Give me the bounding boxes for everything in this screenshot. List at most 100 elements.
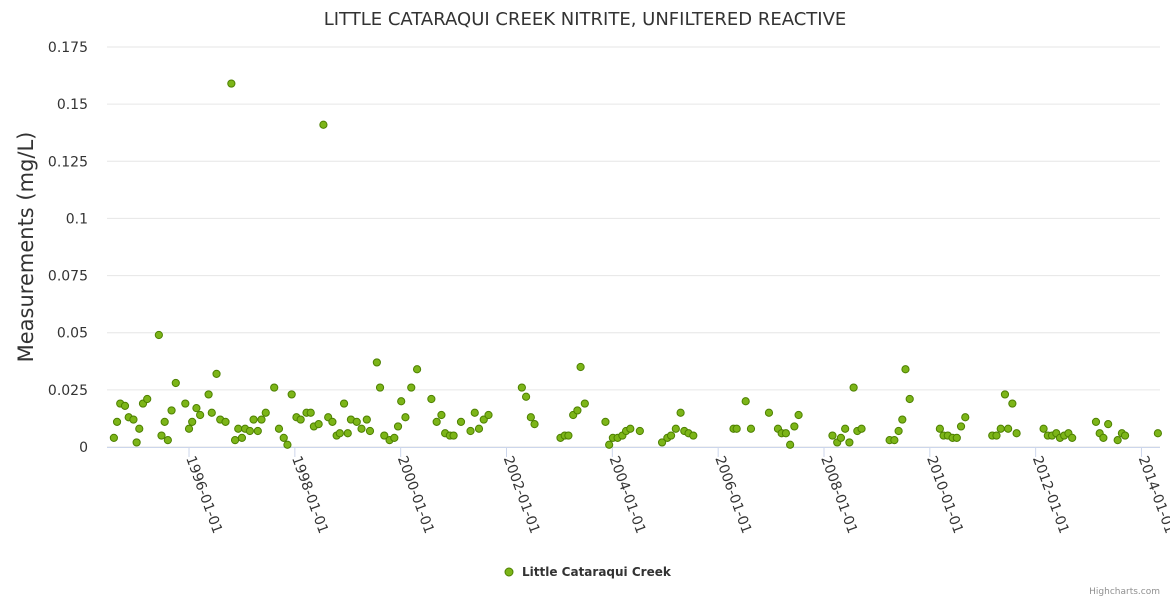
y-tick-label: 0.075	[48, 269, 88, 285]
data-point	[992, 431, 1001, 440]
data-point	[212, 369, 221, 378]
data-point	[357, 424, 366, 433]
data-point	[521, 392, 531, 401]
data-point	[171, 378, 180, 388]
data-point	[261, 408, 270, 417]
data-point	[635, 426, 644, 436]
data-point	[143, 394, 152, 404]
data-point	[397, 397, 406, 406]
data-point	[237, 433, 247, 442]
data-points	[109, 79, 1162, 449]
x-axis-ticks: 1996-01-01 1998-01-01 2000-01-01 2002-01-01…	[182, 447, 1170, 536]
data-point	[449, 431, 458, 440]
data-point	[828, 431, 837, 440]
data-point	[1091, 417, 1101, 426]
data-point	[573, 406, 582, 415]
credit-text[interactable]: Highcharts.com	[1089, 587, 1160, 597]
legend[interactable]: Little Cataraqui Creek	[504, 565, 672, 579]
data-point	[526, 413, 535, 422]
data-point	[407, 383, 416, 392]
y-tick-label: 0.125	[48, 154, 88, 170]
data-point	[901, 365, 910, 374]
y-axis-label: Measurements (mg/L)	[14, 132, 38, 363]
data-point	[245, 426, 254, 436]
data-point	[741, 397, 750, 406]
data-point	[192, 404, 201, 413]
data-point	[129, 415, 138, 424]
data-point	[283, 440, 292, 449]
data-point	[230, 436, 240, 445]
data-point	[335, 429, 344, 438]
y-tick-label: 0.175	[48, 40, 88, 56]
data-point	[274, 424, 284, 433]
data-point	[781, 429, 790, 438]
data-point	[935, 424, 944, 433]
data-point	[849, 383, 858, 392]
data-point	[732, 424, 741, 433]
data-point	[306, 408, 315, 417]
data-point	[365, 426, 375, 436]
y-tick-label: 0	[79, 440, 88, 456]
data-point	[794, 410, 803, 420]
data-point	[339, 399, 349, 408]
data-point	[996, 424, 1005, 433]
data-point	[961, 413, 970, 422]
data-point	[890, 436, 899, 445]
data-point	[287, 390, 296, 399]
chart-title: LITTLE CATARAQUI CREEK NITRITE, UNFILTER…	[324, 9, 847, 30]
data-point	[181, 399, 190, 408]
data-point	[1012, 429, 1021, 438]
data-point	[112, 417, 122, 426]
data-point	[1004, 424, 1013, 433]
data-point	[666, 431, 676, 440]
data-point	[257, 415, 266, 424]
data-point	[746, 424, 756, 433]
data-point	[401, 413, 410, 422]
data-point	[905, 394, 914, 404]
data-point	[484, 410, 493, 420]
data-point	[167, 406, 176, 415]
legend-marker	[504, 567, 514, 577]
data-point	[157, 431, 166, 440]
x-tick-label: 2006-01-01	[711, 454, 754, 536]
data-point	[362, 415, 371, 424]
gridlines	[107, 46, 1160, 448]
data-point	[517, 383, 526, 392]
data-point	[841, 424, 850, 433]
data-point	[227, 79, 236, 88]
data-point	[234, 424, 243, 433]
data-point	[456, 417, 466, 426]
data-point	[786, 440, 795, 449]
data-point	[207, 408, 216, 417]
data-point	[1153, 429, 1162, 438]
data-point	[671, 424, 680, 433]
y-tick-label: 0.05	[57, 326, 88, 342]
x-tick-label: 2010-01-01	[923, 454, 966, 536]
data-point	[380, 431, 389, 440]
y-tick-label: 0.1	[66, 211, 88, 227]
data-point	[1120, 431, 1130, 440]
data-point	[163, 436, 172, 445]
data-point	[372, 358, 381, 367]
data-point	[1068, 433, 1077, 442]
data-point	[160, 417, 169, 426]
data-point	[790, 422, 799, 431]
data-point	[427, 394, 436, 404]
data-point	[253, 426, 262, 436]
data-point	[204, 390, 213, 399]
data-point	[132, 438, 141, 447]
data-point	[437, 410, 446, 420]
data-point	[120, 401, 130, 410]
data-point	[689, 431, 698, 440]
data-point	[352, 417, 361, 426]
x-tick-label: 2012-01-01	[1029, 454, 1072, 536]
data-point	[196, 410, 205, 420]
data-point	[412, 365, 422, 374]
x-tick-label: 1998-01-01	[288, 454, 331, 536]
x-tick-label: 2002-01-01	[500, 454, 543, 536]
data-point	[328, 417, 337, 426]
data-point	[375, 383, 385, 392]
data-point	[564, 431, 573, 440]
x-tick-label: 1996-01-01	[182, 454, 225, 536]
data-point	[319, 120, 328, 129]
